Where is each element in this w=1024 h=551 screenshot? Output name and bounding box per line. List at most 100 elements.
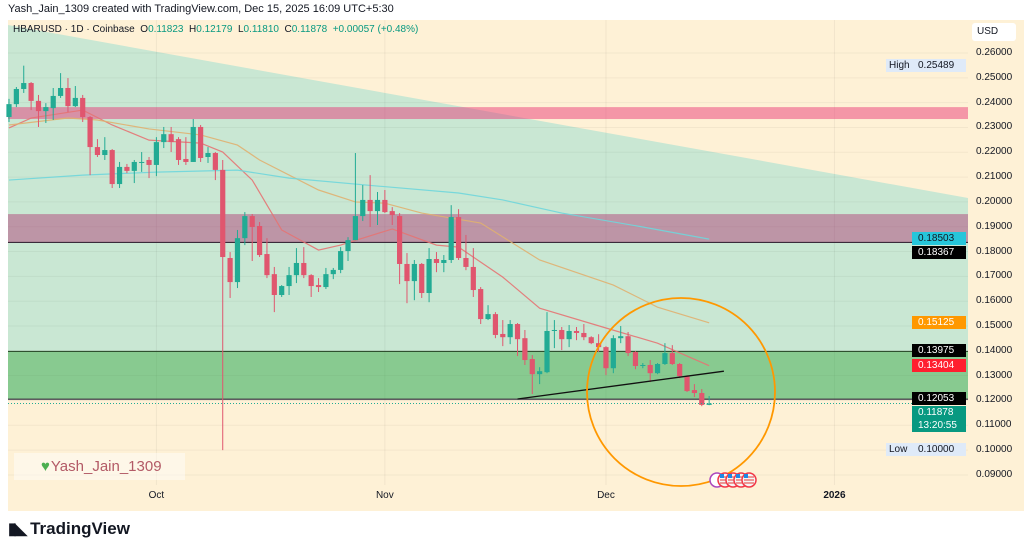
candle-body <box>352 216 358 241</box>
candle-body <box>514 324 521 340</box>
price-tick-label: 0.10000 <box>976 444 1013 456</box>
candle <box>492 312 499 339</box>
tradingview-logo[interactable]: ▮◣ TradingView <box>8 519 130 539</box>
zones <box>8 107 968 400</box>
candle <box>632 351 639 370</box>
price-tick-label: 0.17000 <box>976 270 1013 282</box>
price-tick-label: 0.09000 <box>976 468 1013 480</box>
candle-body <box>330 269 336 275</box>
watermark: ♥Yash_Jain_1309 <box>14 453 185 480</box>
candle <box>271 266 277 313</box>
flag-canton <box>720 474 724 478</box>
candle <box>183 137 189 165</box>
candle <box>80 94 86 122</box>
candle-body <box>124 166 130 171</box>
candle-body <box>706 403 712 405</box>
candle-body <box>559 329 565 340</box>
flag-canton <box>728 474 732 478</box>
candle <box>102 137 108 160</box>
candle-body <box>367 199 373 212</box>
watermark-text: Yash_Jain_1309 <box>50 458 162 475</box>
candle-body <box>455 217 462 259</box>
candle <box>441 255 447 273</box>
time-tick-label: Dec <box>597 490 615 501</box>
trend-line <box>517 370 724 400</box>
candle <box>264 238 270 279</box>
low-marker-value: 0.10000 <box>918 444 955 456</box>
candle-body <box>485 314 491 320</box>
candle-body <box>301 262 307 276</box>
candle-body <box>338 251 344 270</box>
candle <box>684 375 690 393</box>
price-tick-label: 0.13000 <box>976 369 1013 381</box>
candle <box>537 367 543 385</box>
candle <box>677 363 683 379</box>
candle <box>522 329 528 365</box>
candle-body <box>35 100 42 112</box>
price-tick-label: 0.12000 <box>976 394 1013 406</box>
high-marker-value: 0.25489 <box>918 59 955 71</box>
candle-body <box>168 134 174 143</box>
candle <box>205 147 211 163</box>
candle-body <box>618 336 624 339</box>
last-price-badge: 0.11878 13:20:55 <box>912 406 966 433</box>
green-wedge-region <box>8 25 968 400</box>
candle-body <box>360 199 366 217</box>
candle <box>485 305 491 321</box>
candle-body <box>551 329 557 331</box>
candle-body <box>102 150 108 156</box>
low-marker: Low 0.10000 <box>886 443 966 457</box>
candle <box>618 326 624 344</box>
candle <box>190 119 196 162</box>
candle <box>448 205 454 263</box>
change-value: +0.00057 (+0.48%) <box>332 24 419 35</box>
candle-body <box>677 363 683 377</box>
candle-body <box>13 88 19 105</box>
candle <box>198 124 204 162</box>
price-tick-label: 0.15000 <box>976 320 1013 332</box>
moving-average-line <box>8 169 710 240</box>
candle-body <box>448 217 454 260</box>
grid <box>8 20 968 485</box>
candle-body <box>146 159 152 165</box>
candle <box>662 343 668 365</box>
zone-rect <box>8 351 968 400</box>
candle-body <box>190 126 196 162</box>
candle <box>21 65 27 93</box>
close-value: 0.11878 <box>291 24 328 35</box>
symbol-info[interactable]: HBARUSD · 1D · Coinbase <box>13 24 135 35</box>
drawings[interactable] <box>8 297 968 488</box>
candle-body <box>242 216 248 239</box>
candle <box>706 396 712 406</box>
candle-body <box>507 324 513 338</box>
candle <box>72 86 78 108</box>
candle-body <box>603 347 609 369</box>
candle-body <box>345 240 351 252</box>
currency-button[interactable]: USD <box>972 23 1016 41</box>
candle <box>426 248 432 303</box>
high-value: 0.12179 <box>196 24 233 35</box>
open-value: 0.11823 <box>148 24 184 35</box>
candle <box>168 126 174 153</box>
price-tick-label: 0.22000 <box>976 146 1013 158</box>
candle-body <box>492 314 499 335</box>
candle-body <box>43 107 49 112</box>
candle <box>43 103 49 123</box>
candle <box>529 355 535 395</box>
candle <box>175 137 182 165</box>
candle-body <box>279 286 285 295</box>
candle <box>603 346 609 376</box>
tradingview-mark-icon: ▮◣ <box>8 521 27 538</box>
candle <box>544 312 550 374</box>
candle-body <box>662 353 668 364</box>
price-label-badge: 0.12053 <box>912 392 966 406</box>
candle <box>35 94 42 127</box>
price-axis-background <box>968 20 1024 511</box>
candle <box>256 222 263 258</box>
candle <box>360 185 366 222</box>
candle-body <box>382 199 388 213</box>
green-heart-icon: ♥ <box>41 458 50 475</box>
candle-body <box>478 289 484 320</box>
candle <box>559 327 565 351</box>
